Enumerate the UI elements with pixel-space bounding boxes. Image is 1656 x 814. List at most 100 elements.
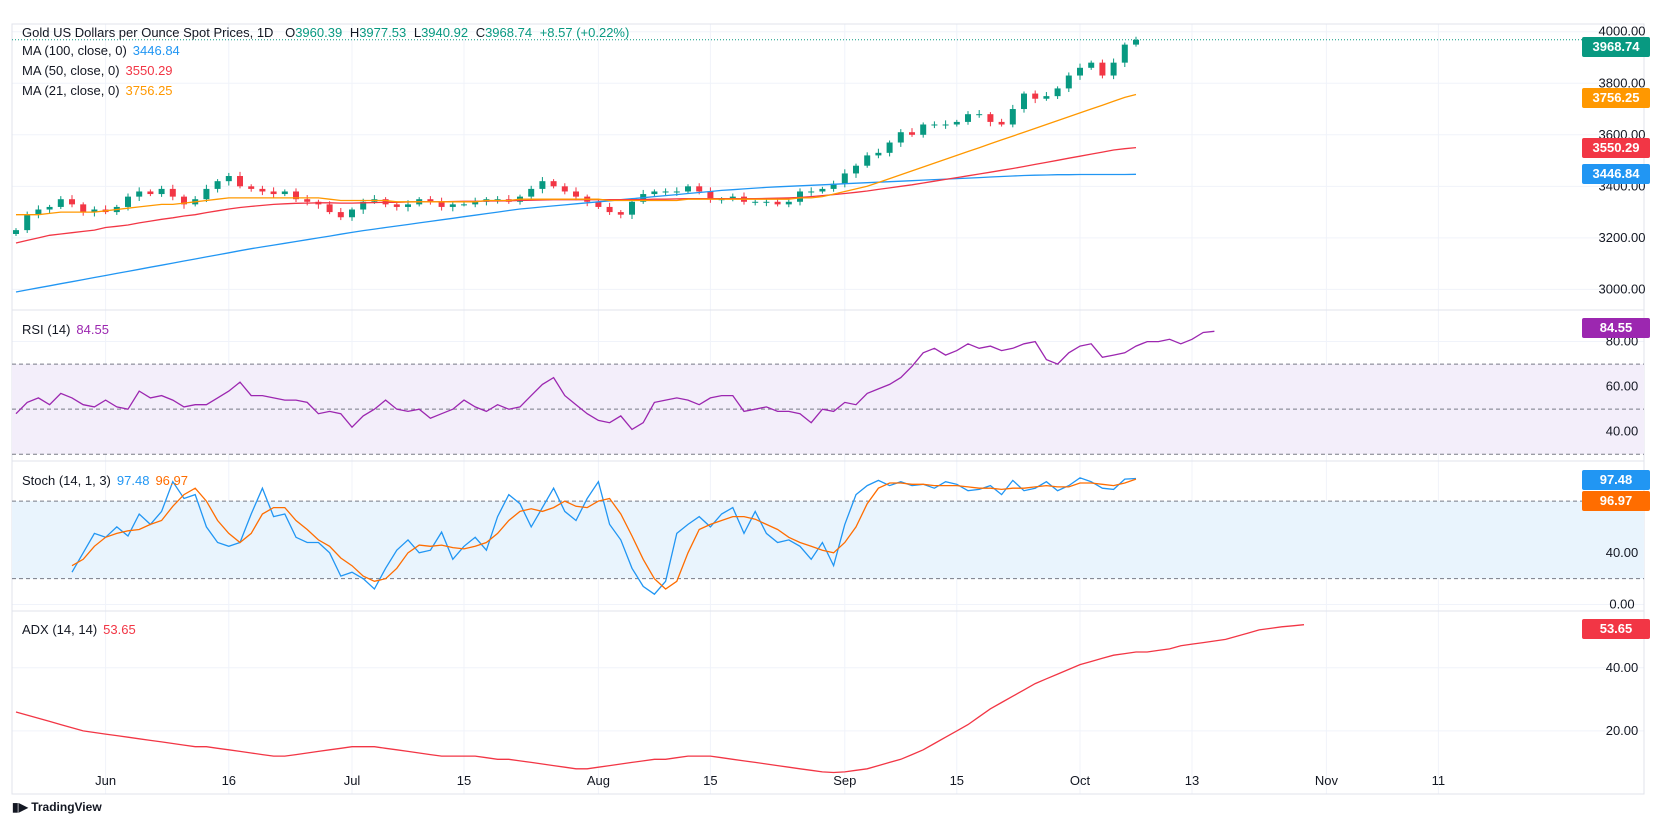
x-tick-label: Jul (344, 773, 361, 788)
adx-pane[interactable] (11, 610, 1645, 795)
candle-up (864, 155, 871, 166)
candle-up (225, 176, 232, 182)
x-tick-label: 15 (457, 773, 471, 788)
candle-up (931, 124, 938, 126)
logo-text: TradingView (31, 800, 102, 814)
x-tick-label: 16 (222, 773, 236, 788)
x-axis-labels: Jun 16 Jul 15 Aug 15 Sep 15 Oct 13 Nov 11 (95, 773, 1445, 788)
candle-down (326, 204, 333, 213)
candle-down (304, 199, 311, 202)
candle-up (819, 188, 826, 192)
change-value: +8.57 (+0.22%) (539, 25, 630, 40)
candle-up (953, 121, 960, 125)
stoch-k-value: 97.48 (116, 473, 150, 488)
candle-up (785, 201, 792, 205)
candle-up (752, 201, 759, 203)
candle-up (91, 209, 98, 213)
candle-up (685, 186, 691, 192)
candle-down (550, 181, 557, 187)
tradingview-logo[interactable]: ▮▶ TradingView (12, 800, 102, 814)
candle-down (337, 212, 344, 218)
indicator-bands (12, 363, 1644, 580)
price-y-tick-label: 4000.00 (1599, 24, 1646, 39)
adx-y-tick-label: 40.00 (1606, 660, 1639, 675)
candle-up (897, 132, 904, 143)
candle-down (438, 201, 445, 207)
candle-down (561, 186, 568, 192)
high-value: 3977.53 (359, 25, 407, 40)
ma100-price-tag: 3446.84 (1582, 164, 1650, 184)
candle-down (69, 199, 75, 205)
ma50-legend[interactable]: MA (50, close, 0) 3550.29 (22, 63, 173, 79)
ma100-legend[interactable]: MA (100, close, 0) 3446.84 (22, 43, 180, 59)
candle-up (360, 201, 367, 210)
adx-legend[interactable]: ADX (14, 14) 53.65 (22, 622, 136, 638)
adx-line (15, 624, 1305, 774)
adx-price-tag: 53.65 (1582, 619, 1650, 639)
candle-down (606, 206, 613, 213)
candle-up (24, 214, 31, 231)
candle-down (427, 199, 434, 202)
rsi-legend[interactable]: RSI (14) 84.55 (22, 322, 109, 338)
stoch-legend[interactable]: Stoch (14, 1, 3) 97.48 96.97 (22, 473, 188, 489)
candle-down (181, 196, 187, 205)
stoch-y-tick-label: 0.00 (1609, 597, 1634, 612)
rsi-y-tick-label: 40.00 (1606, 424, 1639, 439)
candle-up (875, 152, 882, 156)
x-tick-label: Jun (95, 773, 116, 788)
candle-down (169, 188, 176, 197)
candle-down (573, 191, 579, 197)
adx-y-tick-label: 20.00 (1606, 723, 1639, 738)
candle-up (1110, 62, 1117, 76)
candle-up (942, 124, 949, 126)
candle-down (248, 186, 255, 189)
ma21-price-tag: 3756.25 (1582, 88, 1650, 108)
candle-up (494, 199, 501, 201)
candle-up (976, 114, 983, 116)
price-pane[interactable] (11, 23, 1645, 311)
candle-down (696, 186, 703, 192)
candle-up (1043, 96, 1050, 99)
candle-up (673, 191, 680, 193)
candle-down (1099, 62, 1106, 76)
rsi-label: RSI (14) (22, 322, 71, 337)
price-y-tick-label: 3200.00 (1599, 230, 1646, 245)
ma100-label: MA (100, close, 0) (22, 43, 127, 58)
candle-up (729, 196, 736, 200)
candle-up (1065, 75, 1072, 89)
ma21-label: MA (21, close, 0) (22, 83, 120, 98)
candle-up (830, 183, 837, 189)
y-axis-labels: 3000.003200.003400.003600.003800.004000.… (1599, 24, 1646, 738)
close-label: C (475, 25, 486, 40)
price-series (12, 36, 1644, 293)
low-value: 3940.92 (421, 25, 469, 40)
candle-up (1133, 39, 1139, 45)
logo-mark-icon: ▮▶ (12, 800, 28, 814)
candle-up (1009, 109, 1016, 125)
last-price-tag: 3968.74 (1582, 37, 1650, 57)
symbol-title: Gold US Dollars per Ounce Spot Prices, 1… (22, 25, 274, 40)
symbol-legend: Gold US Dollars per Ounce Spot Prices, 1… (22, 25, 629, 41)
candle-up (662, 191, 669, 193)
x-tick-label: Aug (587, 773, 610, 788)
candle-up (13, 230, 19, 234)
candle-up (808, 191, 815, 193)
candle-up (1021, 93, 1027, 110)
candle-down (707, 191, 714, 200)
stoch-d-value: 96.97 (155, 473, 188, 488)
candle-up (886, 142, 893, 153)
ma21-legend[interactable]: MA (21, close, 0) 3756.25 (22, 83, 173, 99)
stoch-k-price-tag: 97.48 (1582, 470, 1650, 490)
ma21-line (16, 93, 1137, 216)
candle-down (1032, 93, 1039, 99)
candle-up (539, 181, 546, 189)
candle-up (125, 196, 131, 207)
candle-up (46, 206, 53, 210)
indicator-series (15, 330, 1305, 774)
candle-up (136, 191, 143, 197)
candle-up (853, 165, 859, 174)
low-label: L (413, 25, 422, 40)
candle-down (293, 191, 299, 200)
candle-up (203, 188, 210, 200)
